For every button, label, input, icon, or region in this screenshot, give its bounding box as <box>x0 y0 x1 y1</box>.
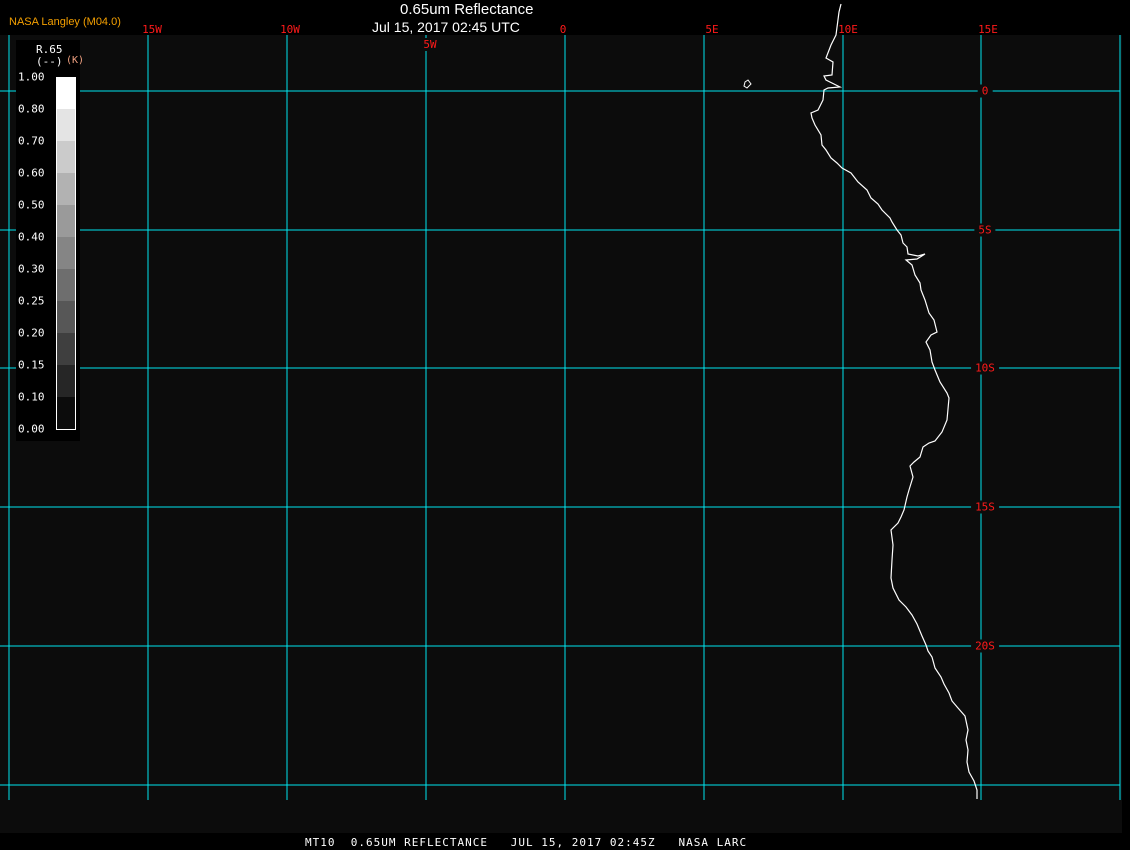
legend-tick-label: 0.10 <box>18 390 45 404</box>
latitude-label: 5S <box>974 223 996 237</box>
legend-tick-label: 0.60 <box>18 166 45 180</box>
legend-tick-label: 0.80 <box>18 102 45 116</box>
legend-unit-note: (K) <box>66 55 85 66</box>
longitude-label: 10W <box>280 23 300 36</box>
coastline <box>743 3 978 799</box>
color-bar-step <box>57 333 75 365</box>
color-bar-step <box>57 301 75 333</box>
legend-tick-label: 0.70 <box>18 134 45 148</box>
map-datetime: Jul 15, 2017 02:45 UTC <box>372 19 520 35</box>
latitude-label: 10S <box>971 361 999 375</box>
color-bar <box>56 77 76 430</box>
latitude-label: 15S <box>971 500 999 514</box>
producer-label: NASA Langley (M04.0) <box>9 16 121 28</box>
legend-variable: R.65 <box>36 43 63 56</box>
lat-lon-grid <box>0 35 1121 800</box>
legend-tick-label: 0.15 <box>18 358 45 372</box>
legend-tick-label: 0.30 <box>18 262 45 276</box>
longitude-label: 15E <box>978 23 998 36</box>
longitude-label: 15W <box>142 23 162 36</box>
longitude-label: 5E <box>705 23 719 36</box>
color-bar-step <box>57 365 75 397</box>
color-bar-step <box>57 397 75 429</box>
color-bar-step <box>57 141 75 173</box>
latitude-label: 0 <box>977 84 993 98</box>
color-bar-step <box>57 205 75 237</box>
footer-caption: MT10 0.65UM REFLECTANCE JUL 15, 2017 02:… <box>305 836 748 849</box>
color-bar-step <box>57 173 75 205</box>
latitude-label: 20S <box>971 639 999 653</box>
map-background <box>0 35 1122 833</box>
africa-coastline <box>810 3 978 799</box>
color-bar-step <box>57 77 75 109</box>
color-bar-step <box>57 269 75 301</box>
longitude-label: 10E <box>838 23 858 36</box>
color-bar-step <box>57 109 75 141</box>
map-title: 0.65um Reflectance <box>400 1 534 18</box>
legend-tick-label: 0.00 <box>18 422 45 436</box>
longitude-label: 5W <box>421 38 439 51</box>
legend-tick-label: 1.00 <box>18 70 45 84</box>
island-outline <box>743 79 752 89</box>
legend-tick-label: 0.40 <box>18 230 45 244</box>
color-bar-step <box>57 237 75 269</box>
legend-units: (--) <box>36 55 63 68</box>
legend-tick-label: 0.20 <box>18 326 45 340</box>
longitude-label: 0 <box>559 23 567 36</box>
color-legend: R.65 (--) (K) 1.00 0.80 0.70 0.60 0.50 0.40 0.… <box>16 40 84 441</box>
legend-tick-label: 0.50 <box>18 198 45 212</box>
legend-tick-label: 0.25 <box>18 294 45 308</box>
